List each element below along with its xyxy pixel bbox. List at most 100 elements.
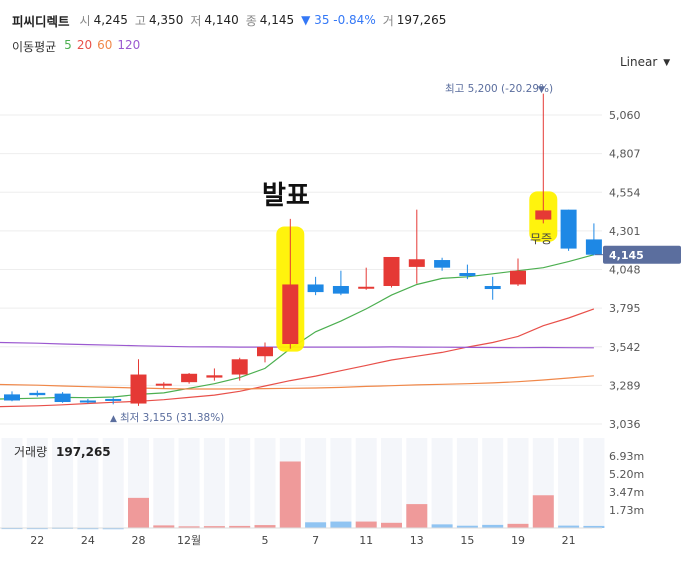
- candle: [307, 276, 324, 296]
- stock-name: 피씨디렉트: [12, 13, 70, 29]
- volume-column-bg: [102, 438, 124, 528]
- last-price-value: 4,145: [609, 249, 644, 262]
- x-axis-tick-label: 5: [262, 534, 269, 547]
- volume-bar: [558, 525, 580, 528]
- close-label: 종: [245, 13, 257, 28]
- candle-body: [560, 209, 577, 249]
- candle-body: [383, 256, 400, 286]
- candle: [282, 218, 299, 349]
- moving-average-title: 이동평균: [12, 40, 57, 54]
- y-axis-tick-label: 5,060: [609, 109, 641, 122]
- x-axis-tick-label: 13: [410, 534, 424, 547]
- volume-column-bg: [507, 438, 529, 528]
- candle-body: [206, 375, 223, 378]
- volume-bar: [203, 526, 225, 528]
- min-price-label: 최저 3,155 (31.38%): [120, 412, 224, 424]
- ma-20-label: 20: [76, 38, 93, 52]
- candle: [257, 342, 273, 363]
- volume-bar: [279, 461, 301, 528]
- ma-20-line: [0, 308, 595, 408]
- y-axis-tick-label: 3,036: [609, 418, 641, 431]
- volume-column-bg: [482, 438, 504, 528]
- x-axis-tick-label: 15: [460, 534, 474, 547]
- change-value: ▼ 35 -0.84%: [301, 13, 376, 27]
- high-label: 고: [134, 13, 146, 28]
- candle-body: [585, 239, 602, 255]
- volume-column-bg: [52, 438, 74, 528]
- volume-bar: [507, 523, 529, 528]
- candle: [535, 93, 552, 224]
- candle-body: [535, 210, 552, 220]
- scale-selector[interactable]: Linear ▼: [620, 55, 670, 69]
- y-axis-tick-label: 4,554: [609, 186, 641, 199]
- volume-bar: [406, 504, 428, 528]
- volume-column-bg: [178, 438, 200, 528]
- candle-body: [408, 259, 425, 267]
- candle-body: [155, 383, 172, 386]
- candle: [54, 392, 71, 403]
- volume-bar: [456, 525, 478, 528]
- moving-average-legend[interactable]: 이동평균 5 20 60 120: [12, 38, 140, 55]
- y-axis-tick-label: 4,048: [609, 264, 641, 277]
- x-axis-tick-label: 12월: [177, 534, 201, 547]
- volume-bar: [482, 524, 504, 528]
- volume-bar: [330, 521, 352, 528]
- candle-body: [510, 270, 526, 285]
- candle-body: [105, 398, 122, 401]
- candle: [585, 223, 602, 256]
- candle: [155, 382, 172, 389]
- candle-body: [231, 359, 248, 375]
- volume-column-bg: [330, 438, 352, 528]
- volume-tick-label: 5.20m: [609, 468, 644, 481]
- volume-bar: [355, 521, 377, 528]
- volume-tick-label: 6.93m: [609, 450, 644, 463]
- x-axis-tick-label: 24: [81, 534, 95, 547]
- volume-column-bg: [381, 438, 402, 528]
- min-price-marker: ▲: [110, 414, 117, 424]
- candle: [79, 398, 96, 404]
- max-price-marker: ▼: [538, 85, 545, 95]
- annotation-text: 발표: [262, 181, 310, 211]
- y-axis-tick-label: 3,795: [609, 302, 641, 315]
- candle: [4, 391, 20, 402]
- close-value: 4,145: [259, 13, 295, 27]
- volume-label: 거: [382, 13, 394, 28]
- candle: [29, 390, 46, 397]
- candle: [130, 359, 147, 406]
- y-axis-tick-label: 3,542: [609, 341, 641, 354]
- volume-column-bg: [456, 438, 478, 528]
- volume-bar: [431, 524, 453, 528]
- candle: [231, 357, 248, 381]
- candle: [560, 209, 577, 251]
- x-axis-tick-label: 11: [359, 534, 373, 547]
- candle-body: [79, 400, 96, 403]
- scale-selector-label: Linear: [620, 55, 658, 69]
- volume-bar: [128, 497, 149, 528]
- candle: [484, 276, 501, 300]
- candle: [332, 270, 349, 296]
- volume-column-bg: [431, 438, 453, 528]
- chevron-down-icon: ▼: [663, 58, 671, 68]
- volume-bar: [532, 495, 554, 528]
- candle-body: [54, 393, 71, 403]
- volume-column-bg: [77, 438, 99, 528]
- volume-column-bg: [26, 438, 48, 528]
- volume-title: 거래량: [14, 445, 47, 459]
- volume-column-bg: [305, 438, 327, 528]
- candle-body: [307, 284, 324, 293]
- ma-120-label: 120: [117, 38, 141, 52]
- x-axis-tick-label: 21: [562, 534, 576, 547]
- max-price-label: 최고 5,200 (-20.29%): [445, 83, 553, 95]
- last-price-tag: [603, 245, 681, 264]
- volume-bar: [229, 525, 251, 528]
- volume-total: 197,265: [56, 445, 111, 459]
- ma-60-line: [0, 375, 594, 390]
- volume-column-bg: [1, 438, 23, 528]
- open-value: 4,245: [93, 13, 128, 27]
- candle-body: [29, 392, 46, 396]
- volume-column-bg: [355, 438, 377, 528]
- high-value: 4,350: [148, 13, 184, 27]
- volume-bar: [254, 525, 276, 528]
- x-axis-tick-label: 28: [132, 534, 146, 547]
